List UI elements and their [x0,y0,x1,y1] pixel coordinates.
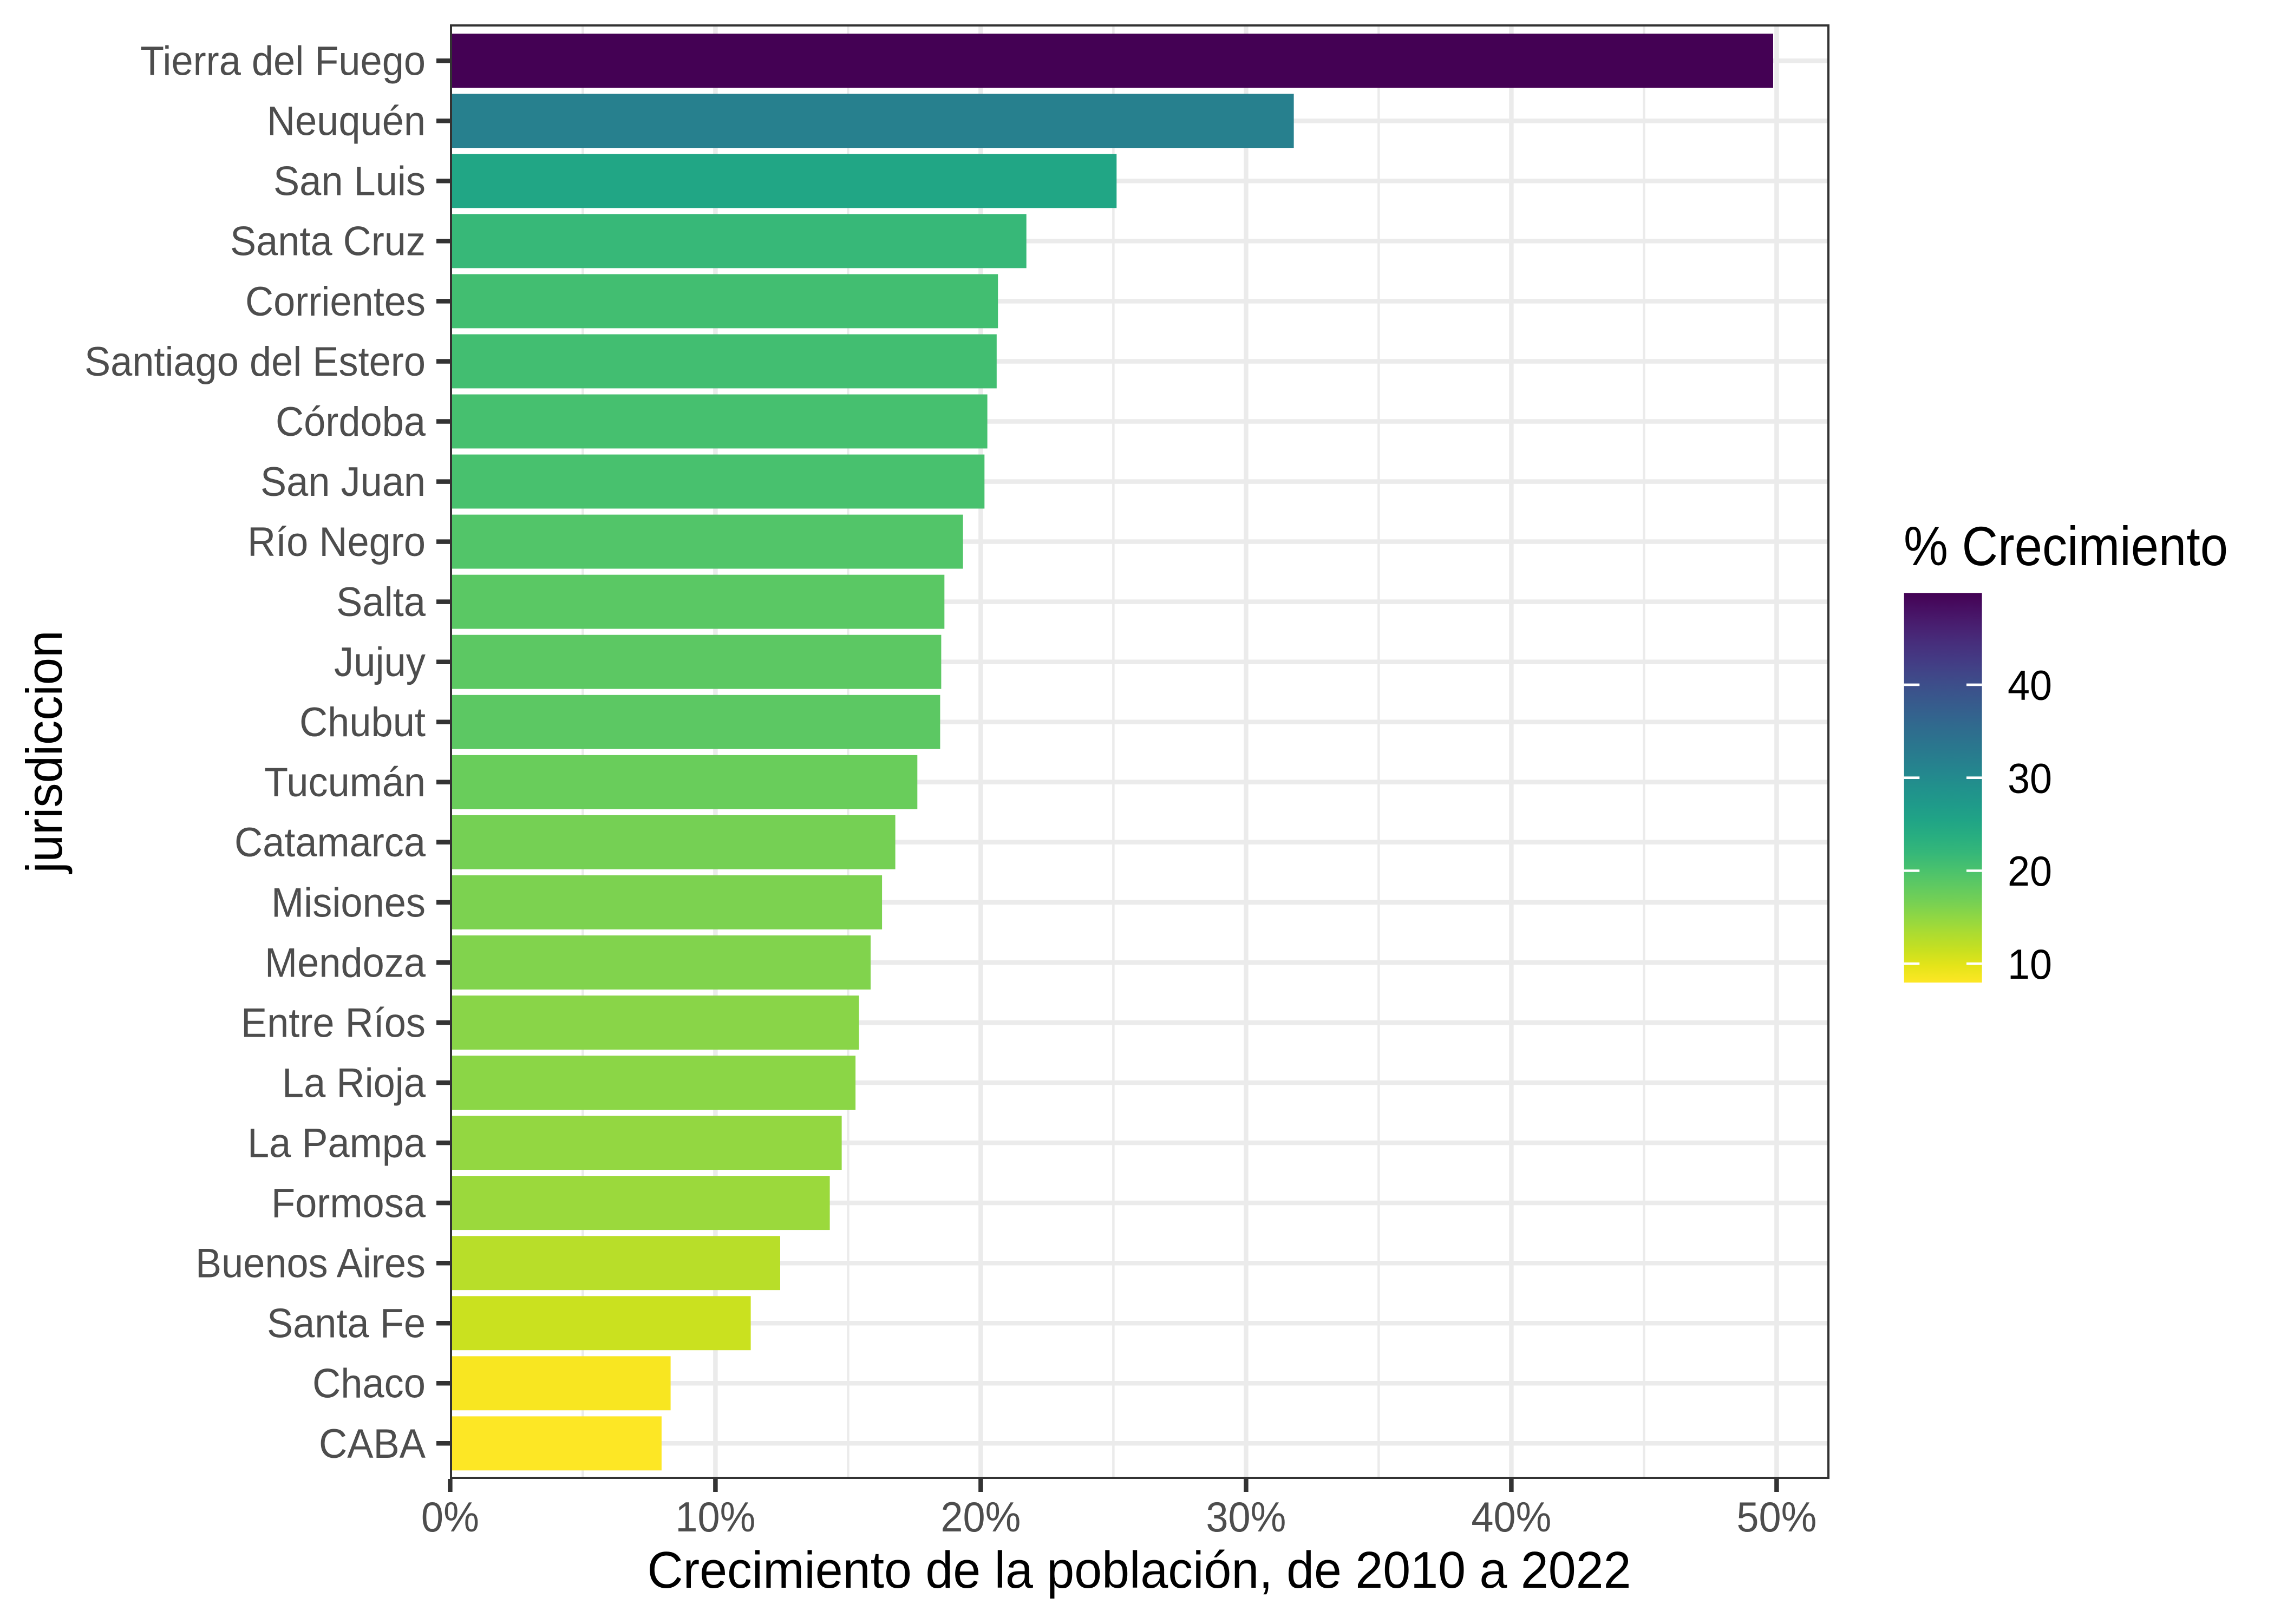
svg-text:La Pampa: La Pampa [247,1121,426,1167]
svg-text:jurisdiccion: jurisdiccion [16,631,73,875]
svg-text:Formosa: Formosa [271,1181,426,1227]
svg-text:Santiago del Estero: Santiago del Estero [84,339,426,385]
svg-text:Buenos Aires: Buenos Aires [195,1241,426,1287]
svg-text:10: 10 [2008,940,2052,988]
svg-text:Neuquén: Neuquén [267,99,426,145]
svg-text:40: 40 [2008,662,2052,709]
svg-text:Catamarca: Catamarca [234,820,426,866]
svg-text:La Rioja: La Rioja [282,1060,426,1106]
svg-text:Misiones: Misiones [271,880,426,926]
svg-text:Río Negro: Río Negro [247,519,426,565]
svg-text:Salta: Salta [336,579,426,625]
svg-text:San Juan: San Juan [260,459,426,505]
svg-text:Tierra del Fuego: Tierra del Fuego [140,38,426,84]
svg-text:10%: 10% [675,1493,755,1541]
svg-text:San Luis: San Luis [273,159,426,205]
svg-text:40%: 40% [1471,1493,1551,1541]
svg-text:50%: 50% [1736,1493,1816,1541]
svg-text:Santa Fe: Santa Fe [267,1301,426,1347]
svg-text:30: 30 [2008,754,2052,802]
svg-text:Crecimiento de la población, d: Crecimiento de la población, de 2010 a 2… [648,1541,1631,1599]
svg-text:Santa Cruz: Santa Cruz [230,219,426,265]
svg-text:Chubut: Chubut [299,699,426,745]
svg-text:CABA: CABA [319,1421,426,1467]
svg-text:Corrientes: Corrientes [245,279,426,325]
svg-text:Tucumán: Tucumán [264,759,426,806]
svg-text:Mendoza: Mendoza [265,940,426,986]
svg-text:0%: 0% [421,1493,479,1541]
svg-text:% Crecimiento: % Crecimiento [1904,515,2228,577]
svg-text:Entre Ríos: Entre Ríos [241,1000,426,1046]
svg-text:Jujuy: Jujuy [334,639,426,685]
svg-text:Córdoba: Córdoba [276,399,426,445]
svg-text:20: 20 [2008,847,2052,895]
svg-text:20%: 20% [940,1493,1021,1541]
svg-text:Chaco: Chaco [312,1361,426,1407]
svg-text:30%: 30% [1206,1493,1286,1541]
